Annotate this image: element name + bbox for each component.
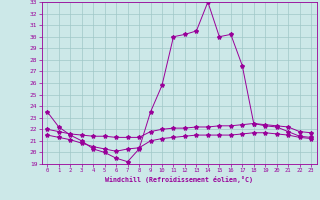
X-axis label: Windchill (Refroidissement éolien,°C): Windchill (Refroidissement éolien,°C) [105, 176, 253, 183]
